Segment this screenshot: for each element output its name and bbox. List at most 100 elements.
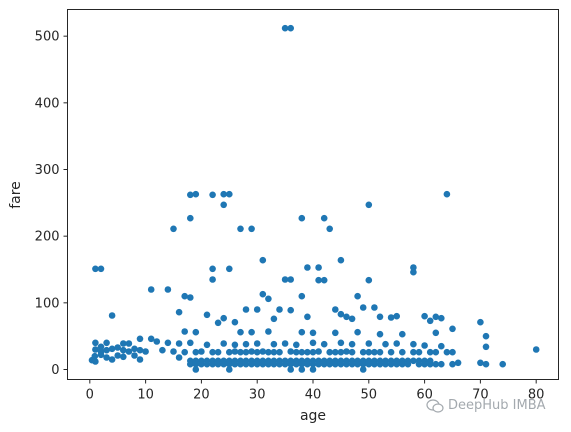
data-point: [454, 359, 462, 367]
data-point: [287, 276, 295, 283]
data-point: [231, 341, 239, 349]
data-point: [181, 348, 188, 356]
data-point: [477, 318, 484, 326]
y-tick-label: 400: [35, 96, 60, 111]
data-point: [265, 360, 272, 368]
data-point: [320, 360, 328, 368]
data-point: [348, 315, 356, 323]
data-point: [220, 201, 227, 209]
data-point: [449, 360, 456, 368]
data-point: [287, 360, 295, 368]
data-point: [532, 346, 540, 353]
data-point: [287, 306, 295, 314]
data-point: [265, 295, 272, 303]
data-point: [354, 292, 361, 300]
data-point: [203, 341, 211, 349]
data-point: [209, 360, 216, 368]
data-point: [376, 330, 384, 338]
data-point: [159, 346, 166, 354]
data-point: [359, 348, 367, 356]
data-point: [343, 348, 350, 355]
data-point: [371, 360, 378, 368]
data-point: [293, 341, 300, 349]
data-point: [399, 348, 406, 356]
data-point: [259, 348, 267, 355]
data-point: [231, 360, 239, 368]
data-point: [136, 346, 144, 354]
x-tick-label: 70: [472, 388, 489, 403]
data-point: [482, 332, 490, 340]
data-point: [337, 339, 345, 347]
data-point: [259, 256, 267, 264]
data-point: [482, 343, 490, 351]
data-point: [309, 360, 317, 368]
data-point: [175, 354, 183, 361]
data-point: [309, 339, 317, 347]
data-point: [181, 328, 188, 335]
data-point: [343, 360, 350, 368]
data-point: [108, 356, 116, 363]
data-point: [376, 360, 384, 368]
data-point: [387, 360, 395, 368]
x-tick-label: 50: [361, 388, 378, 403]
data-point: [220, 340, 227, 347]
data-point: [153, 338, 161, 345]
data-point: [426, 360, 434, 368]
data-point: [281, 340, 289, 347]
watermark: DeepHub IMBA: [426, 398, 546, 413]
data-point: [91, 352, 99, 360]
data-point: [387, 348, 395, 356]
data-point: [198, 348, 205, 355]
data-point: [92, 265, 99, 273]
data-point: [92, 339, 99, 347]
data-point: [309, 366, 317, 373]
data-point: [108, 312, 116, 319]
data-point: [326, 348, 334, 356]
data-point: [293, 348, 300, 356]
data-point: [192, 348, 200, 356]
data-point: [209, 348, 216, 356]
data-point: [242, 348, 250, 356]
data-point: [365, 340, 373, 347]
data-point: [103, 346, 110, 354]
data-point: [265, 348, 272, 356]
data-point: [443, 190, 451, 198]
data-point: [97, 351, 105, 359]
data-point: [231, 348, 239, 355]
data-point: [120, 353, 127, 361]
data-point: [226, 265, 233, 273]
data-point: [142, 348, 149, 355]
data-point: [348, 340, 356, 348]
data-point: [359, 360, 367, 368]
x-axis-ticks: 0 10 20 30 40 50 60 70 80: [86, 379, 544, 403]
data-point: [281, 276, 289, 283]
data-point: [298, 292, 306, 300]
data-point: [438, 360, 445, 368]
data-point: [410, 340, 417, 348]
data-point: [237, 225, 244, 233]
data-point: [164, 286, 172, 293]
data-point: [231, 318, 239, 326]
data-point: [187, 294, 194, 301]
data-point: [332, 306, 339, 313]
data-point: [371, 348, 378, 356]
data-point: [203, 311, 211, 319]
data-point: [170, 225, 177, 233]
data-point: [415, 360, 423, 368]
data-point: [393, 340, 401, 347]
data-point: [270, 340, 278, 348]
data-point: [477, 359, 484, 367]
data-point: [248, 328, 255, 336]
data-point: [320, 276, 328, 284]
data-point: [298, 360, 306, 368]
data-point: [432, 348, 440, 356]
data-point: [315, 360, 322, 368]
data-point: [365, 348, 373, 356]
data-point: [315, 264, 322, 271]
data-point: [332, 329, 339, 337]
data-point: [270, 348, 278, 356]
data-point: [248, 360, 255, 368]
data-point: [220, 360, 227, 368]
data-point: [281, 360, 289, 368]
